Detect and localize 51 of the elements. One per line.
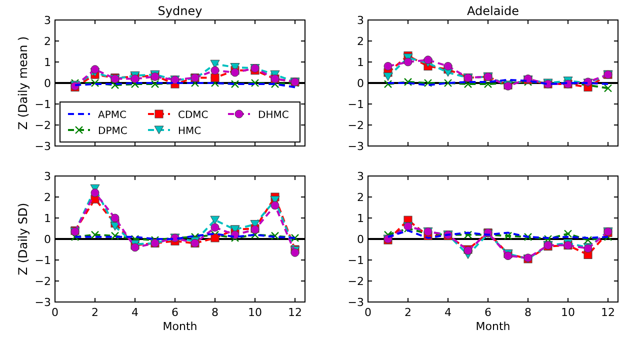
x-tick-label: 2 (92, 306, 98, 319)
x-tick-label: 12 (288, 306, 302, 319)
y-tick-label: 2 (357, 191, 364, 204)
y-tick-label: 2 (44, 35, 51, 48)
x-tick-label: 8 (212, 306, 218, 319)
y-tick-label: 1 (357, 56, 364, 69)
y-tick-label: 3 (357, 170, 364, 183)
y-tick-label: −1 (34, 254, 51, 267)
y-tick-label: 0 (357, 77, 364, 90)
x-tick-label: 8 (524, 306, 532, 319)
y-tick-label: −3 (34, 296, 51, 309)
legend-label: DHMC (258, 110, 289, 121)
x-tick-label: 4 (444, 306, 452, 319)
y-tick-label: 1 (357, 212, 364, 225)
x-axis-title: Month (476, 320, 510, 333)
legend-label: CDMC (178, 110, 208, 121)
y-tick-label: −3 (348, 296, 364, 309)
x-tick-label: 12 (601, 306, 615, 319)
y-tick-label: −1 (34, 98, 51, 111)
y-tick-label: 1 (44, 212, 51, 225)
y-tick-label: −3 (34, 140, 51, 153)
y-tick-label: 3 (357, 14, 364, 27)
x-tick-label: 2 (404, 306, 412, 319)
legend-label: DPMC (98, 126, 128, 137)
y-tick-label: 3 (44, 14, 51, 27)
y-tick-label: −3 (348, 140, 364, 153)
legend-label: HMC (178, 126, 202, 137)
y-tick-label: −2 (34, 275, 51, 288)
y-tick-label: −2 (34, 119, 51, 132)
y-axis-title: Z (Daily SD) (16, 202, 30, 276)
legend-label: APMC (98, 110, 126, 121)
y-axis-title: Z (Daily mean ) (16, 36, 30, 130)
y-tick-label: 3 (44, 170, 51, 183)
chart-title: Adelaide (466, 4, 520, 18)
x-tick-label: 6 (172, 306, 178, 319)
y-tick-label: −1 (348, 98, 364, 111)
y-tick-label: −2 (348, 275, 364, 288)
x-axis-title: Month (162, 320, 198, 333)
y-tick-label: 0 (44, 233, 51, 246)
chart-title: Sydney (158, 4, 202, 18)
x-tick-label: 10 (561, 306, 575, 319)
y-tick-label: 0 (44, 77, 51, 90)
y-tick-label: −1 (348, 254, 364, 267)
y-tick-label: 2 (44, 191, 51, 204)
x-tick-label: 4 (132, 306, 138, 319)
x-tick-label: 6 (484, 306, 492, 319)
y-tick-label: 2 (357, 35, 364, 48)
x-tick-label: 10 (248, 306, 262, 319)
y-tick-label: −2 (348, 119, 364, 132)
y-tick-label: 1 (44, 56, 51, 69)
y-tick-label: 0 (357, 233, 364, 246)
